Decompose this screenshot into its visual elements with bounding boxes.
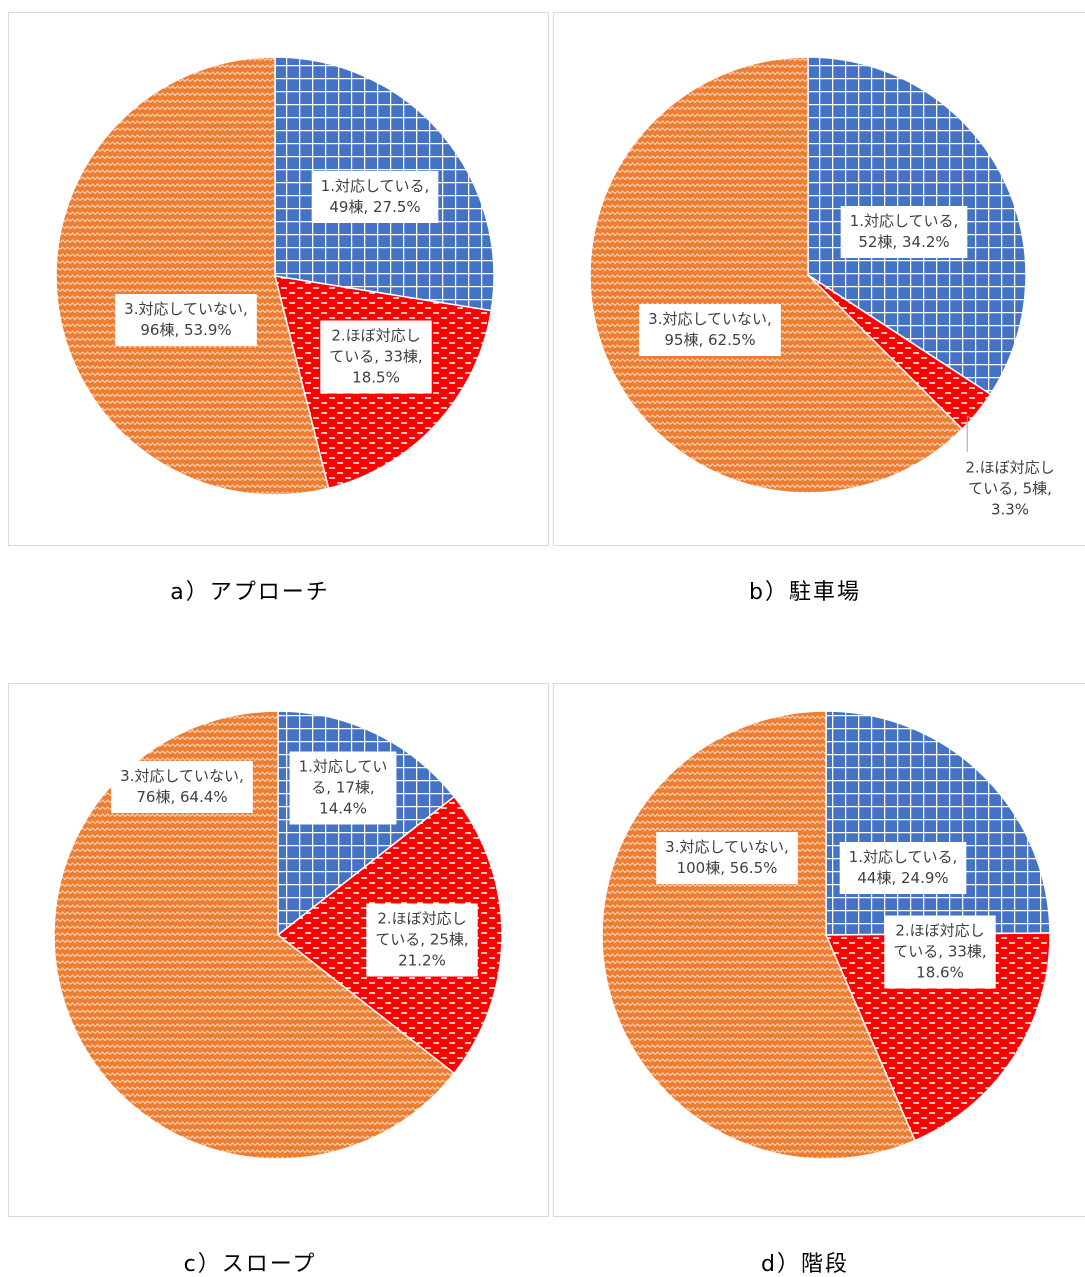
data-label-text: 2.ほぼ対応し	[965, 459, 1054, 477]
pie-slice	[55, 56, 330, 496]
data-label-box	[111, 761, 253, 813]
data-label-text: 2.ほぼ対応し	[377, 910, 466, 928]
data-label-text: 1.対応している,	[849, 848, 958, 866]
data-label-text: 95棟, 62.5%	[664, 331, 755, 349]
pie-slice	[589, 56, 964, 494]
data-label-box	[884, 915, 996, 989]
data-label-text: 3.対応していない,	[120, 767, 244, 785]
data-label-text: 3.対応していない,	[648, 310, 772, 328]
data-label: 3.対応していない, 95棟, 62.5%	[639, 304, 781, 356]
pie-slice	[601, 710, 916, 1160]
data-label-text: 14.4%	[319, 800, 367, 818]
data-label-box	[639, 304, 781, 356]
chart-caption: a）アプローチ	[170, 580, 329, 605]
chart-caption: c）スロープ	[184, 1252, 317, 1277]
data-label-text: ている, 33棟,	[893, 943, 986, 961]
data-label-box	[115, 294, 257, 346]
data-label-box	[289, 751, 397, 825]
pie-slice	[53, 710, 456, 1160]
data-label-box	[311, 171, 439, 223]
data-label: 3.対応していない, 100棟, 56.5%	[656, 832, 798, 884]
data-label-box	[366, 903, 478, 977]
data-label-text: 21.2%	[398, 952, 446, 970]
data-label-text: る, 17棟,	[311, 779, 374, 797]
data-label: 1.対応している, 49棟, 27.5%	[311, 171, 439, 223]
data-label-text: 52棟, 34.2%	[858, 233, 949, 251]
data-label-box	[839, 842, 967, 894]
data-label-text: 100棟, 56.5%	[677, 859, 778, 877]
data-label-text: 18.5%	[352, 369, 400, 387]
leader-line	[966, 415, 970, 452]
data-label-text: ている, 33棟,	[329, 348, 422, 366]
data-label-text: 49棟, 27.5%	[329, 198, 420, 216]
data-label-text: 96棟, 53.9%	[140, 321, 231, 339]
data-label-text: 44棟, 24.9%	[857, 869, 948, 887]
data-label-text: 76棟, 64.4%	[136, 788, 227, 806]
data-label-text: 1.対応している,	[850, 212, 959, 230]
chart-caption: b）駐車場	[749, 580, 861, 605]
data-label-box	[840, 206, 968, 258]
data-label-text: 3.対応していない,	[665, 838, 789, 856]
data-label: 1.対応している, 17棟, 14.4%	[289, 751, 397, 825]
data-label-text: 3.3%	[991, 501, 1029, 519]
data-label: 1.対応している, 52棟, 34.2%	[840, 206, 968, 258]
chart-caption: d）階段	[761, 1252, 849, 1277]
data-label-text: 1.対応している,	[321, 177, 430, 195]
data-label-text: 18.6%	[916, 964, 964, 982]
data-label-text: 3.対応していない,	[124, 300, 248, 318]
data-label: 1.対応している, 44棟, 24.9%	[839, 842, 967, 894]
data-label-box	[320, 320, 432, 394]
data-label-text: ている, 25棟,	[375, 931, 468, 949]
data-label-text: ている, 5棟,	[968, 480, 1052, 498]
data-label-text: 1.対応してい	[299, 758, 388, 776]
data-label-box	[656, 832, 798, 884]
data-label-text: 2.ほぼ対応し	[895, 922, 984, 940]
data-label: 3.対応していない, 76棟, 64.4%	[111, 761, 253, 813]
data-label: 3.対応していない, 96棟, 53.9%	[115, 294, 257, 346]
data-label-text: 2.ほぼ対応し	[331, 327, 420, 345]
